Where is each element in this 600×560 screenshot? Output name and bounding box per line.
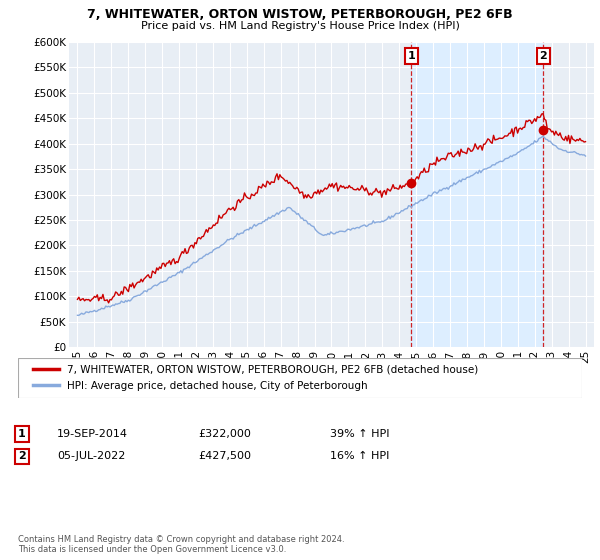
Text: Price paid vs. HM Land Registry's House Price Index (HPI): Price paid vs. HM Land Registry's House … bbox=[140, 21, 460, 31]
Text: 19-SEP-2014: 19-SEP-2014 bbox=[57, 429, 128, 439]
Text: 05-JUL-2022: 05-JUL-2022 bbox=[57, 451, 125, 461]
Text: 39% ↑ HPI: 39% ↑ HPI bbox=[330, 429, 389, 439]
Text: 2: 2 bbox=[18, 451, 26, 461]
Legend: 7, WHITEWATER, ORTON WISTOW, PETERBOROUGH, PE2 6FB (detached house), HPI: Averag: 7, WHITEWATER, ORTON WISTOW, PETERBOROUG… bbox=[29, 361, 483, 395]
Text: Contains HM Land Registry data © Crown copyright and database right 2024.
This d: Contains HM Land Registry data © Crown c… bbox=[18, 535, 344, 554]
FancyBboxPatch shape bbox=[18, 358, 582, 398]
Text: 1: 1 bbox=[18, 429, 26, 439]
Text: 16% ↑ HPI: 16% ↑ HPI bbox=[330, 451, 389, 461]
Bar bbox=[412, 42, 543, 347]
Text: 1: 1 bbox=[407, 51, 415, 61]
Text: 7, WHITEWATER, ORTON WISTOW, PETERBOROUGH, PE2 6FB: 7, WHITEWATER, ORTON WISTOW, PETERBOROUG… bbox=[87, 8, 513, 21]
Text: £322,000: £322,000 bbox=[198, 429, 251, 439]
Text: £427,500: £427,500 bbox=[198, 451, 251, 461]
Text: 2: 2 bbox=[539, 51, 547, 61]
